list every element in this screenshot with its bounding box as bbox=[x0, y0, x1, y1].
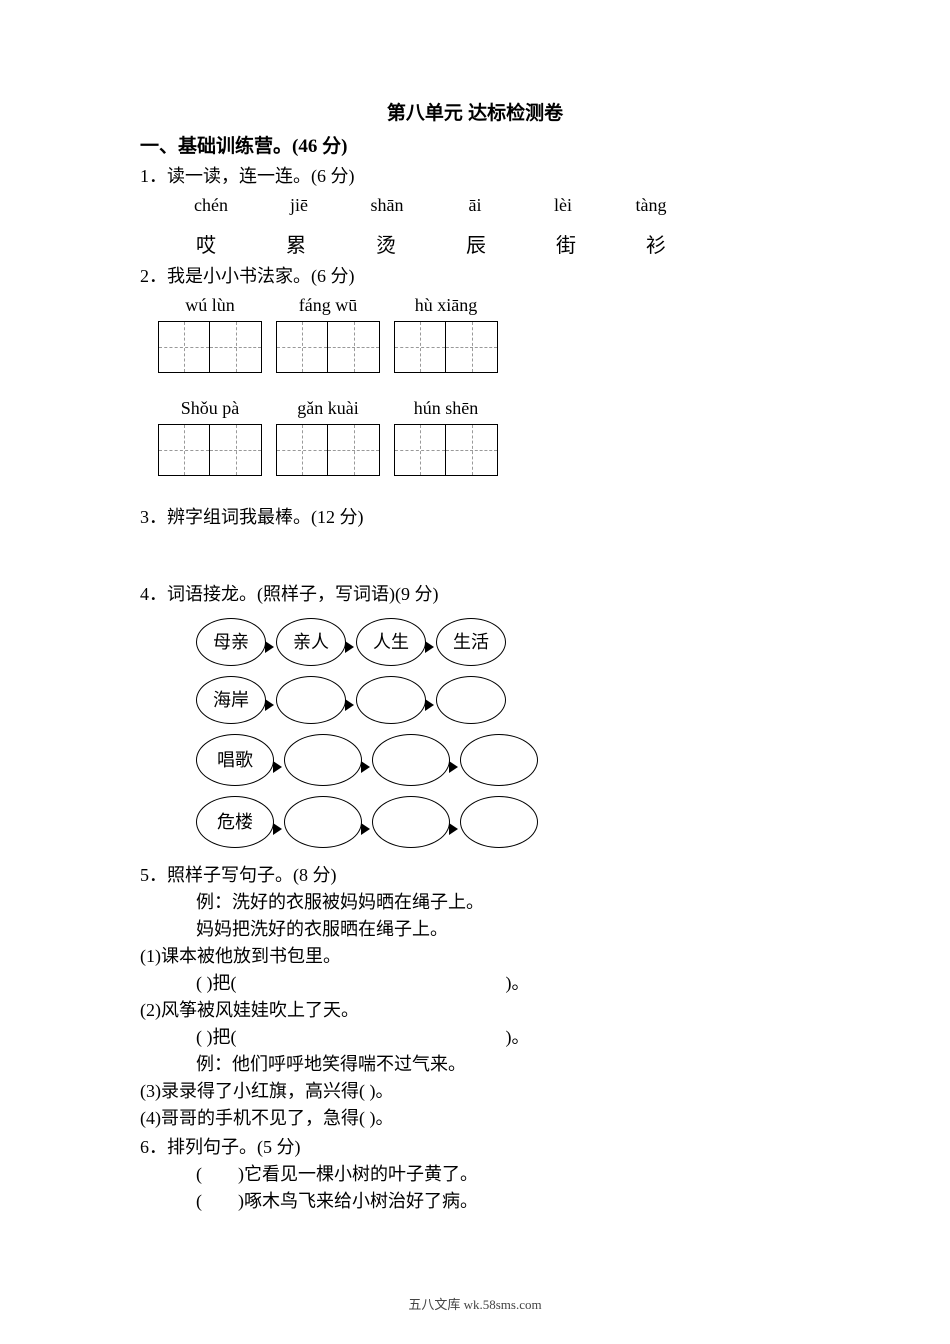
dragon-row: 海岸 bbox=[140, 676, 810, 724]
question-6: 6．排列句子。(5 分) bbox=[140, 1134, 810, 1161]
order-sentence[interactable]: ( )它看见一棵小树的叶子黄了。 bbox=[140, 1161, 810, 1188]
tianzi-cell[interactable] bbox=[276, 424, 328, 476]
box-label: hù xiāng bbox=[415, 292, 478, 319]
question-1: 1．读一读，连一连。(6 分) bbox=[140, 163, 810, 190]
hanzi: 衫 bbox=[636, 231, 676, 261]
tianzi-cell[interactable] bbox=[328, 321, 380, 373]
bubble: 亲人 bbox=[276, 618, 346, 666]
fill-right: )。 bbox=[505, 1027, 529, 1047]
example-line: 例：他们呼呼地笑得喘不过气来。 bbox=[140, 1051, 810, 1078]
box-group: hù xiāng bbox=[394, 292, 498, 373]
q5-item[interactable]: (4)哥哥的手机不见了，急得( )。 bbox=[140, 1105, 810, 1132]
bubble-blank[interactable] bbox=[276, 676, 346, 724]
q5-item: (1)课本被他放到书包里。 bbox=[140, 943, 810, 970]
fill-line[interactable]: ( )把( )。 bbox=[140, 1024, 810, 1051]
fill-right: )。 bbox=[505, 973, 529, 993]
pinyin: tàng bbox=[626, 192, 676, 219]
box-label: wú lùn bbox=[185, 292, 235, 319]
bubble: 人生 bbox=[356, 618, 426, 666]
q1-pinyin-row: chén jiē shān āi lèi tàng bbox=[140, 192, 810, 219]
tianzi-cell[interactable] bbox=[158, 424, 210, 476]
box-group: gǎn kuài bbox=[276, 395, 380, 476]
fill-line[interactable]: ( )把( )。 bbox=[140, 970, 810, 997]
pinyin: jiē bbox=[274, 192, 324, 219]
bubble-blank[interactable] bbox=[284, 796, 362, 848]
section-heading: 一、基础训练营。(46 分) bbox=[140, 133, 810, 162]
word-dragon: 母亲 亲人 人生 生活 海岸 唱歌 危楼 bbox=[140, 618, 810, 848]
q5-item[interactable]: (3)录录得了小红旗，高兴得( )。 bbox=[140, 1078, 810, 1105]
question-3: 3．辨字组词我最棒。(12 分) bbox=[140, 504, 810, 531]
tianzi-cell[interactable] bbox=[328, 424, 380, 476]
bubble: 生活 bbox=[436, 618, 506, 666]
bubble-blank[interactable] bbox=[372, 734, 450, 786]
hanzi: 累 bbox=[276, 231, 316, 261]
tianzi-cell[interactable] bbox=[158, 321, 210, 373]
pinyin: chén bbox=[186, 192, 236, 219]
tianzi-cell[interactable] bbox=[394, 321, 446, 373]
q1-hanzi-row: 哎 累 烫 辰 街 衫 bbox=[140, 231, 810, 261]
pinyin: lèi bbox=[538, 192, 588, 219]
box-label: gǎn kuài bbox=[297, 395, 358, 422]
bubble-blank[interactable] bbox=[460, 734, 538, 786]
q2-row1: wú lùn fáng wū hù xiāng bbox=[140, 292, 810, 373]
q2-row2: Shǒu pà gǎn kuài hún shēn bbox=[140, 395, 810, 476]
question-5: 5．照样子写句子。(8 分) bbox=[140, 862, 810, 889]
bubble-blank[interactable] bbox=[284, 734, 362, 786]
dragon-row: 危楼 bbox=[140, 796, 810, 848]
hanzi: 街 bbox=[546, 231, 586, 261]
box-label: fáng wū bbox=[299, 292, 357, 319]
pinyin: shān bbox=[362, 192, 412, 219]
fill-left: ( )把( bbox=[196, 1027, 236, 1047]
dragon-row: 唱歌 bbox=[140, 734, 810, 786]
fill-left: ( )把( bbox=[196, 973, 236, 993]
box-group: wú lùn bbox=[158, 292, 262, 373]
tianzi-cell[interactable] bbox=[276, 321, 328, 373]
bubble-blank[interactable] bbox=[460, 796, 538, 848]
bubble: 危楼 bbox=[196, 796, 274, 848]
bubble: 母亲 bbox=[196, 618, 266, 666]
bubble: 海岸 bbox=[196, 676, 266, 724]
box-group: hún shēn bbox=[394, 395, 498, 476]
pinyin: āi bbox=[450, 192, 500, 219]
question-4: 4．词语接龙。(照样子，写词语)(9 分) bbox=[140, 581, 810, 608]
bubble-blank[interactable] bbox=[356, 676, 426, 724]
box-label: Shǒu pà bbox=[181, 395, 240, 422]
tianzi-cell[interactable] bbox=[446, 424, 498, 476]
box-label: hún shēn bbox=[414, 395, 479, 422]
box-group: fáng wū bbox=[276, 292, 380, 373]
hanzi: 哎 bbox=[186, 231, 226, 261]
tianzi-cell[interactable] bbox=[446, 321, 498, 373]
page-title: 第八单元 达标检测卷 bbox=[140, 100, 810, 129]
order-sentence[interactable]: ( )啄木鸟飞来给小树治好了病。 bbox=[140, 1188, 810, 1215]
hanzi: 辰 bbox=[456, 231, 496, 261]
box-group: Shǒu pà bbox=[158, 395, 262, 476]
example-line: 妈妈把洗好的衣服晒在绳子上。 bbox=[140, 916, 810, 943]
example-line: 例：洗好的衣服被妈妈晒在绳子上。 bbox=[140, 889, 810, 916]
question-2: 2．我是小小书法家。(6 分) bbox=[140, 263, 810, 290]
tianzi-cell[interactable] bbox=[394, 424, 446, 476]
footer: 五八文库 wk.58sms.com bbox=[0, 1295, 950, 1315]
bubble-blank[interactable] bbox=[372, 796, 450, 848]
q5-item: (2)风筝被风娃娃吹上了天。 bbox=[140, 997, 810, 1024]
tianzi-cell[interactable] bbox=[210, 321, 262, 373]
tianzi-cell[interactable] bbox=[210, 424, 262, 476]
dragon-row: 母亲 亲人 人生 生活 bbox=[140, 618, 810, 666]
bubble-blank[interactable] bbox=[436, 676, 506, 724]
bubble: 唱歌 bbox=[196, 734, 274, 786]
hanzi: 烫 bbox=[366, 231, 406, 261]
